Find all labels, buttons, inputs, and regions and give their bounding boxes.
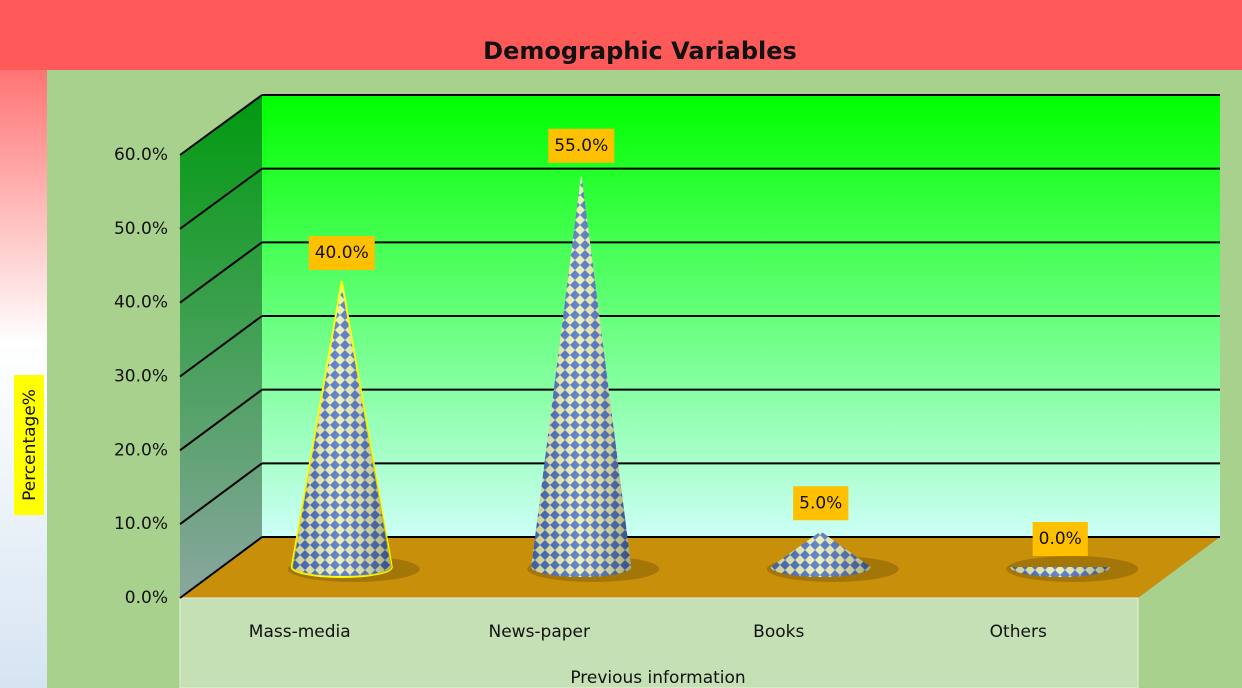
data-label: 40.0%	[315, 243, 369, 263]
data-label-box	[793, 486, 849, 521]
data-label-box	[1032, 522, 1088, 556]
y-tick-label: 50.0%	[114, 219, 168, 239]
y-tick-label: 60.0%	[114, 145, 168, 165]
data-label-box	[308, 236, 375, 270]
grid-line-side	[179, 167, 263, 230]
data-label: 0.0%	[1039, 529, 1082, 549]
grid-line-side	[179, 536, 263, 599]
data-label: 5.0%	[799, 493, 842, 513]
grid-line-side	[179, 241, 263, 304]
y-tick-label: 40.0%	[114, 293, 168, 313]
y-tick-label: 10.0%	[114, 514, 168, 534]
floor	[180, 537, 1220, 598]
data-label: 55.0%	[554, 136, 608, 156]
grid-line-side	[179, 315, 263, 378]
cone-shade	[770, 531, 871, 577]
cone-shade	[1010, 567, 1111, 577]
y-tick-label: 0.0%	[125, 588, 168, 608]
y-tick-label: 20.0%	[114, 440, 168, 460]
x-tick-label: Mass-media	[249, 622, 351, 642]
grid-line-side	[179, 94, 263, 156]
x-axis-label: Previous information	[570, 668, 745, 688]
grid-line-side	[179, 462, 263, 525]
x-tick-label: Others	[990, 622, 1047, 642]
x-axis-area	[179, 597, 1139, 688]
x-tick-label: News-paper	[488, 622, 590, 642]
y-axis-label: Percentage%	[20, 389, 40, 501]
grid-line-side	[179, 388, 263, 452]
chart-title: Demographic Variables	[483, 37, 797, 65]
cone-shade	[291, 281, 392, 577]
y-axis-label-box	[14, 375, 44, 515]
title-band	[0, 0, 1242, 70]
cone-shade	[531, 173, 632, 577]
y-tick-label: 30.0%	[114, 367, 168, 387]
data-label-box	[548, 128, 615, 163]
x-tick-label: Books	[753, 622, 804, 642]
